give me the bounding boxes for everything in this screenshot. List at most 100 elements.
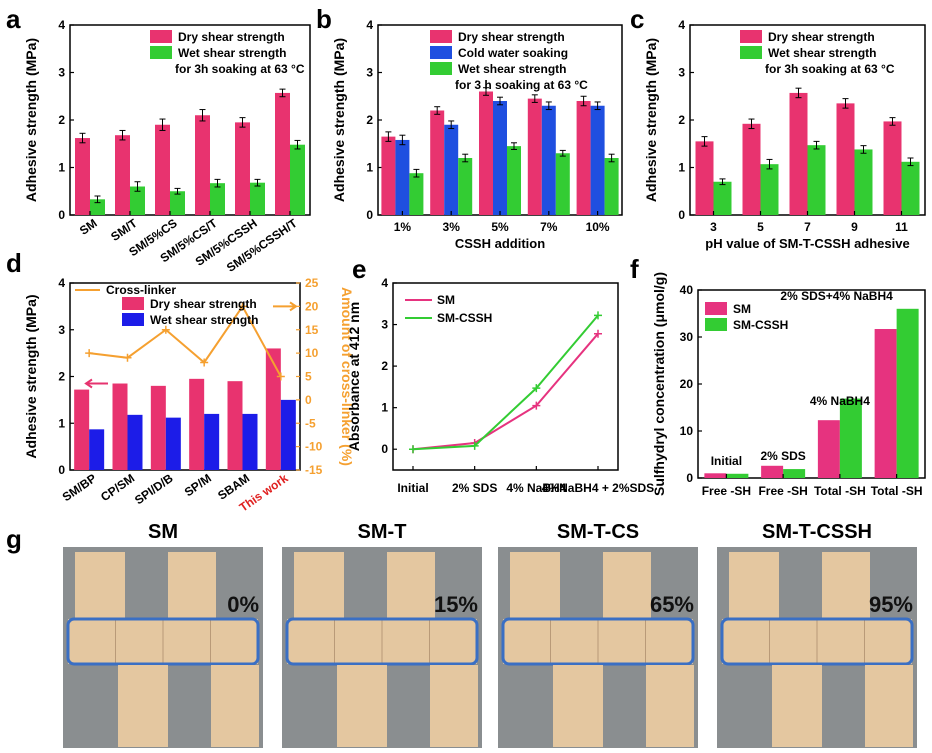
bar-dry-shear-strength [189, 378, 205, 470]
x-tick-label: SP/M [182, 471, 214, 499]
x-tick-label: 4%NaBH4 + 2%SDS [542, 481, 654, 495]
line-point [532, 401, 541, 410]
wood-specimen [294, 552, 344, 619]
highlight-box [66, 617, 260, 666]
y2-tick-label: 15 [305, 323, 319, 337]
wood-specimen [822, 552, 870, 622]
x-tick-label: 1% [394, 220, 412, 234]
bar-dry-shear-strength [883, 121, 902, 215]
bar-dry-shear-strength [112, 383, 128, 470]
legend-label: Dry shear strength [458, 30, 565, 44]
legend-label: SM-CSSH [437, 311, 492, 325]
line-sm [412, 333, 599, 451]
chart-b: 0 1 2 3 4 Adhesive strength (MPa) 1% 3% 5% 7% 10% C… [331, 18, 623, 251]
y-tick-label: 0 [58, 463, 65, 477]
legend-label: SM-CSSH [733, 318, 788, 332]
cross-linker-point [85, 349, 94, 358]
y-tick-label: 40 [680, 283, 694, 297]
bar-sm-cssh [783, 469, 806, 478]
bar-wet-shear-strength [854, 149, 873, 215]
cross-linker-line [89, 304, 282, 377]
wood-specimen [865, 665, 913, 747]
x-tick-label: Total -SH [871, 484, 923, 498]
legend-label: Dry shear strength [178, 30, 285, 44]
x-tick-label: Total -SH [814, 484, 866, 498]
legend-swatch [430, 62, 452, 75]
y-tick-label: 20 [680, 377, 694, 391]
line-point [594, 311, 602, 320]
bar-wet-shear-strength [760, 164, 779, 215]
bar-sm-cssh [726, 473, 749, 478]
x-tick-label: Free -SH [702, 484, 751, 498]
bar-sm-cssh [839, 398, 862, 478]
y-tick-label: 0 [686, 471, 693, 485]
y-tick-label: 2 [381, 359, 388, 373]
legend-swatch [705, 302, 727, 315]
bar-dry-shear-strength [576, 101, 591, 215]
legend-label: Wet shear strength [150, 313, 258, 327]
y-axis-label: Adhesive strength (MPa) [23, 294, 39, 458]
legend-label: SM [733, 302, 751, 316]
highlight-box [501, 617, 695, 666]
chart-d: 0 1 2 3 4 Adhesive strength (MPa) -15 -10 -5 0 5 10… [23, 276, 355, 515]
y2-tick-label: -5 [305, 416, 316, 430]
x-tick-label: 4% NaBH4 [506, 481, 566, 495]
x-tick-label: Free -SH [758, 484, 807, 498]
group-annotation: 2% SDS+4% NaBH4 [780, 289, 893, 303]
cross-linker-point [276, 372, 285, 381]
y-axis-label: Sulfhydryl concentration (μmol/g) [651, 272, 667, 496]
photo-title: SM-T-CS [557, 521, 639, 543]
wood-specimen [772, 665, 822, 747]
y-tick-label: 2 [366, 113, 373, 127]
bar-dry-shear-strength [150, 385, 166, 470]
y2-tick-label: 5 [305, 370, 312, 384]
x-axis-label: CSSH addition [455, 236, 545, 251]
bar-wet-shear-strength [604, 158, 619, 215]
cross-linker-point [123, 353, 132, 362]
photo-panel: SM 0% SM-T 15% SM-T-CS 65% SM-T-CSSH 95% [63, 521, 917, 748]
line-point [409, 445, 417, 454]
y-tick-label: 3 [58, 66, 65, 80]
x-tick-label: 9 [851, 220, 858, 234]
y-tick-label: 4 [366, 18, 373, 32]
legend-swatch [150, 46, 172, 59]
panel-label-e: e [352, 254, 366, 284]
y-tick-label: 1 [381, 401, 388, 415]
bar-dry-shear-strength [74, 389, 90, 470]
legend-swatch [705, 318, 727, 331]
x-tick-label: SPI/D/B [132, 471, 176, 508]
wood-specimen [603, 552, 651, 622]
legend-note: for 3h soaking at 63 °C [765, 62, 895, 76]
wood-specimen [118, 665, 168, 747]
y-tick-label: 3 [366, 66, 373, 80]
bar-sm-cssh [896, 308, 919, 478]
y-tick-label: 1 [366, 161, 373, 175]
bar-cold-water-soaking [444, 124, 459, 215]
bar-wet-shear-strength [170, 191, 185, 215]
bar-wet-shear-strength [507, 146, 521, 215]
wood-specimen [337, 665, 387, 747]
y-tick-label: 0 [58, 208, 65, 222]
legend-label: Dry shear strength [150, 297, 257, 311]
x-tick-label: 5% [491, 220, 509, 234]
bar-wet-shear-strength [89, 429, 105, 470]
bar-wet-shear-strength [127, 414, 143, 470]
bar-wet-shear-strength [242, 413, 258, 470]
bar-dry-shear-strength [479, 91, 493, 215]
bar-dry-shear-strength [742, 123, 761, 215]
y-axis-label: Adhesive strength (MPa) [331, 38, 347, 202]
bar-dry-shear-strength [527, 98, 542, 215]
wood-failure-percent: 95% [869, 592, 913, 617]
line-sm-cssh [412, 314, 599, 451]
legend-swatch [430, 30, 452, 43]
y-tick-label: 4 [678, 18, 685, 32]
legend-label: SM [437, 293, 455, 307]
bar-dry-shear-strength [275, 92, 290, 215]
bar-sm [704, 473, 727, 478]
bar-wet-shear-strength [250, 182, 265, 215]
bar-dry-shear-strength [75, 138, 90, 215]
y-tick-label: 2 [58, 370, 65, 384]
x-tick-label: 3 [710, 220, 717, 234]
y-axis-label: Adhesive strength (MPa) [643, 38, 659, 202]
arrow-right-icon [273, 301, 298, 312]
